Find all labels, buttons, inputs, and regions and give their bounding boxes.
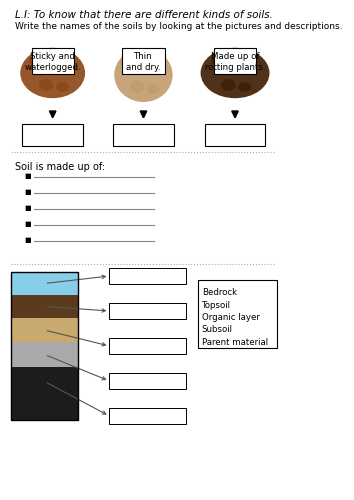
Bar [198, 280, 277, 348]
Bar [113, 124, 174, 146]
Bar [11, 272, 78, 420]
Text: Topsoil: Topsoil [202, 300, 231, 310]
Bar [109, 268, 187, 284]
Ellipse shape [20, 48, 85, 98]
Bar [109, 303, 187, 319]
Ellipse shape [147, 84, 160, 94]
Text: ■: ■ [24, 205, 31, 211]
Bar [22, 124, 83, 146]
Ellipse shape [130, 81, 144, 93]
Bar [11, 295, 78, 318]
Bar [11, 342, 78, 366]
Ellipse shape [56, 82, 69, 92]
Ellipse shape [221, 79, 236, 91]
Ellipse shape [225, 51, 245, 63]
Text: L.I: To know that there are different kinds of soils.: L.I: To know that there are different ki… [15, 10, 273, 20]
Ellipse shape [238, 82, 251, 92]
Bar [32, 48, 74, 74]
Bar [109, 408, 187, 424]
Ellipse shape [114, 48, 173, 102]
Bar [205, 124, 266, 146]
Bar [11, 272, 78, 295]
Ellipse shape [29, 54, 47, 68]
Text: ■: ■ [24, 173, 31, 179]
Ellipse shape [240, 56, 256, 70]
Ellipse shape [133, 53, 154, 65]
Bar [122, 48, 165, 74]
Ellipse shape [120, 56, 138, 70]
Text: Parent material: Parent material [202, 338, 268, 347]
Text: Bedrock: Bedrock [202, 288, 237, 297]
Text: ■: ■ [24, 221, 31, 227]
Ellipse shape [148, 58, 165, 71]
Ellipse shape [39, 79, 53, 91]
Ellipse shape [212, 54, 229, 68]
Text: Write the names of the soils by looking at the pictures and descriptions.: Write the names of the soils by looking … [15, 22, 342, 31]
Ellipse shape [58, 56, 74, 70]
Text: Sticky and
waterlogged.: Sticky and waterlogged. [24, 52, 81, 72]
Text: Organic layer: Organic layer [202, 313, 260, 322]
Text: Made up of
rotting plants.: Made up of rotting plants. [205, 52, 265, 72]
Bar [11, 366, 78, 396]
Text: Subsoil: Subsoil [202, 326, 233, 334]
Bar [109, 373, 187, 389]
Text: ■: ■ [24, 189, 31, 195]
Text: Thin
and dry.: Thin and dry. [126, 52, 161, 72]
Ellipse shape [201, 48, 269, 98]
Text: ■: ■ [24, 237, 31, 243]
Ellipse shape [42, 51, 63, 63]
Text: Soil is made up of:: Soil is made up of: [15, 162, 105, 172]
Bar [109, 338, 187, 354]
Bar [214, 48, 256, 74]
Bar [11, 318, 78, 342]
Bar [11, 396, 78, 420]
